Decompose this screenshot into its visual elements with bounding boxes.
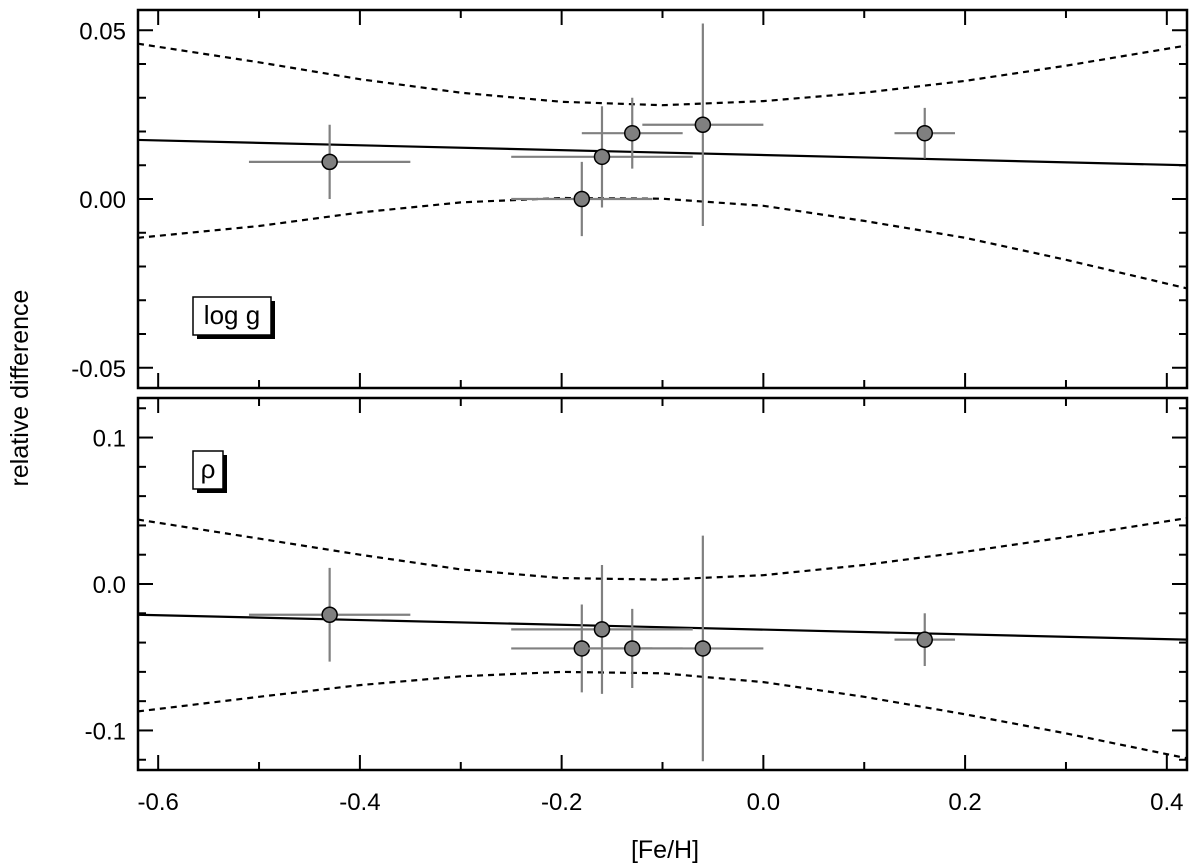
y-tick-label: 0.05 bbox=[79, 18, 126, 45]
x-tick-label: -0.6 bbox=[137, 789, 178, 816]
x-axis-title: [Fe/H] bbox=[631, 836, 699, 864]
data-point bbox=[916, 631, 933, 648]
y-tick-label: 0.0 bbox=[93, 572, 126, 599]
confidence-band-upper bbox=[137, 517, 1188, 581]
panel-log-g: 0.05 0.00 -0.05 log g bbox=[71, 8, 1189, 390]
fit-line bbox=[137, 613, 1188, 641]
panel-label-box bbox=[192, 450, 224, 490]
data-point bbox=[573, 190, 591, 208]
confidence-band-lower bbox=[137, 670, 1188, 760]
x-tick-label: -0.4 bbox=[339, 789, 380, 816]
panel-label: log g bbox=[204, 300, 260, 330]
data-point bbox=[623, 640, 641, 657]
x-tick-label: 0.4 bbox=[1150, 789, 1183, 816]
data-point bbox=[321, 153, 338, 171]
data-point bbox=[623, 124, 641, 142]
panel-label-box bbox=[192, 296, 272, 336]
data-point bbox=[593, 148, 611, 166]
panel-rho: -0.6 -0.4 -0.2 0.0 0.2 0.4 0.1 0.0 -0.1 ρ bbox=[85, 396, 1189, 816]
y-tick-label: 0.00 bbox=[79, 187, 126, 214]
data-point bbox=[593, 621, 611, 638]
data-point bbox=[916, 124, 933, 142]
y-tick-label: -0.05 bbox=[71, 356, 126, 383]
confidence-band-upper bbox=[137, 42, 1188, 107]
x-tick-label: 0.2 bbox=[948, 789, 981, 816]
y-axis-title: relative difference bbox=[6, 290, 34, 487]
confidence-band-lower bbox=[137, 196, 1188, 290]
y-tick-label: 0.1 bbox=[93, 426, 126, 453]
data-point bbox=[321, 606, 338, 624]
fit-line bbox=[137, 138, 1188, 167]
data-point bbox=[694, 116, 712, 133]
y-tick-label: -0.1 bbox=[85, 718, 126, 745]
x-tick-label: -0.2 bbox=[541, 789, 582, 816]
panel-label: ρ bbox=[201, 454, 216, 484]
x-tick-label: 0.0 bbox=[747, 789, 780, 816]
data-point bbox=[694, 640, 712, 657]
